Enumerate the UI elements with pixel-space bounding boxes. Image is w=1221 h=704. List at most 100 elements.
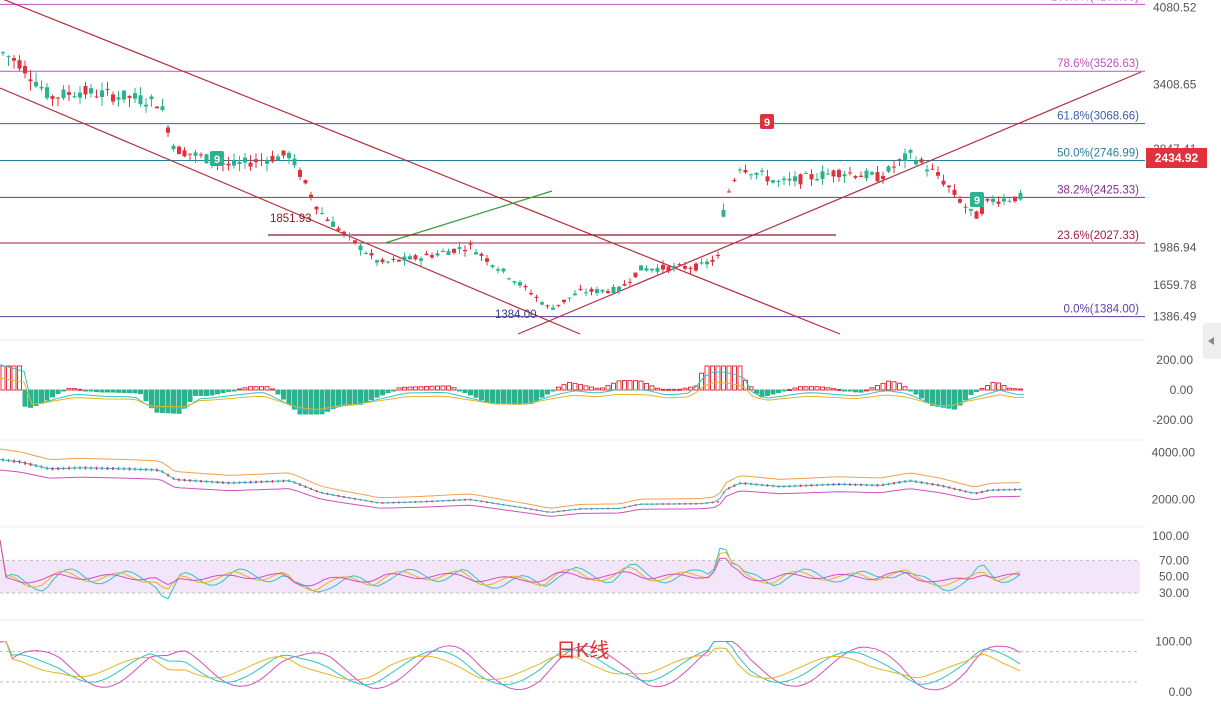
candle-body [881,175,885,180]
candle-body [419,258,423,261]
macd-bar [765,389,770,396]
macd-bar [363,389,369,403]
candle-body [45,87,49,99]
macd-bar [66,387,72,391]
macd-bar [974,389,979,392]
candle-body [578,288,583,290]
macd-bar [941,389,946,408]
candle-body [556,304,561,306]
macd-bar [952,389,957,410]
macd-tick-label: -200.00 [1152,413,1193,427]
candle-body [34,81,38,87]
macd-bar [314,389,319,415]
macd-bar [869,387,875,391]
macd-bar [33,389,39,406]
candle-body [276,156,280,161]
macd-bar [891,381,897,391]
macd-bar [633,380,638,391]
candle-body [479,253,484,256]
macd-tick-label: 200.00 [1156,353,1193,367]
candle-body [963,206,968,208]
candle-body [342,231,346,234]
macd-bar [842,389,847,392]
candle-body [149,96,154,100]
candle-body [325,219,330,222]
timeframe-watermark: 日K线 [556,640,610,662]
macd-bar [330,389,336,410]
macd-bar [451,387,457,391]
macd-bar [418,386,424,391]
macd-bar [44,389,50,401]
macd-bar [919,389,924,399]
expand-panel-icon[interactable] [1203,323,1221,359]
candle-body [408,256,412,260]
candle-body [765,176,770,182]
candle-body [716,254,720,256]
macd-bar [572,382,578,391]
macd-bar [297,389,303,415]
candle-body [287,152,291,159]
candle-body [446,251,451,255]
candle-body [721,209,726,217]
candle-body [611,286,616,294]
candle-body [188,153,192,155]
candle-body [303,180,308,184]
macd-bar [589,386,594,391]
macd-bar [523,389,528,405]
macd-bar [528,389,534,405]
macd-bar [776,389,781,393]
boll-tick-label: 2000.00 [1152,493,1196,507]
candle-body [892,166,896,168]
candle-body [292,158,297,166]
candle-body [914,160,918,165]
macd-bar [424,386,429,391]
candle-body [430,255,434,258]
candle-body [391,258,396,260]
candle-body [523,285,528,288]
candle-body [413,255,418,260]
price-tick-label: 4080.52 [1153,1,1197,15]
candle-body [545,305,550,307]
candle-body [386,261,390,263]
rsi-tick-label: 70.00 [1159,553,1189,567]
macd-bar [737,365,743,391]
candle-body [94,96,99,98]
candle-body [760,170,764,172]
macd-bar [391,389,396,392]
macd-bar [154,389,160,413]
candle-body [199,154,203,156]
candle-body [232,160,236,166]
candle-body [78,92,82,98]
candle-body [133,93,137,99]
candle-body [606,291,610,293]
candle-body [831,170,836,177]
macd-bar [996,382,1001,391]
kdj-tick-label: 100.00 [1155,635,1192,649]
candle-body [67,92,71,95]
candle-body [402,256,407,261]
candle-body [584,292,588,294]
macd-bar [864,389,869,392]
candle-body [996,201,1001,204]
candle-body [116,97,121,100]
macd-bar [72,388,77,391]
candle-body [974,211,979,219]
bollinger-panel [0,448,1022,517]
candle-body [969,208,973,211]
macd-bar [990,382,996,391]
candle-body [925,169,929,172]
macd-bar [534,389,539,401]
candle-body [655,267,660,272]
macd-bar [275,389,281,395]
current-price-tag: 2434.92 [1146,148,1207,168]
candle-body [254,159,258,163]
macd-bar [787,389,792,392]
macd-bar [946,389,952,409]
candle-body [952,189,957,195]
macd-bar [138,389,143,395]
kdj-panel [0,640,1140,691]
candle-body [820,171,825,179]
macd-bar [176,389,182,414]
candle-body [826,173,830,175]
price-tick-label: 1659.78 [1153,278,1197,292]
